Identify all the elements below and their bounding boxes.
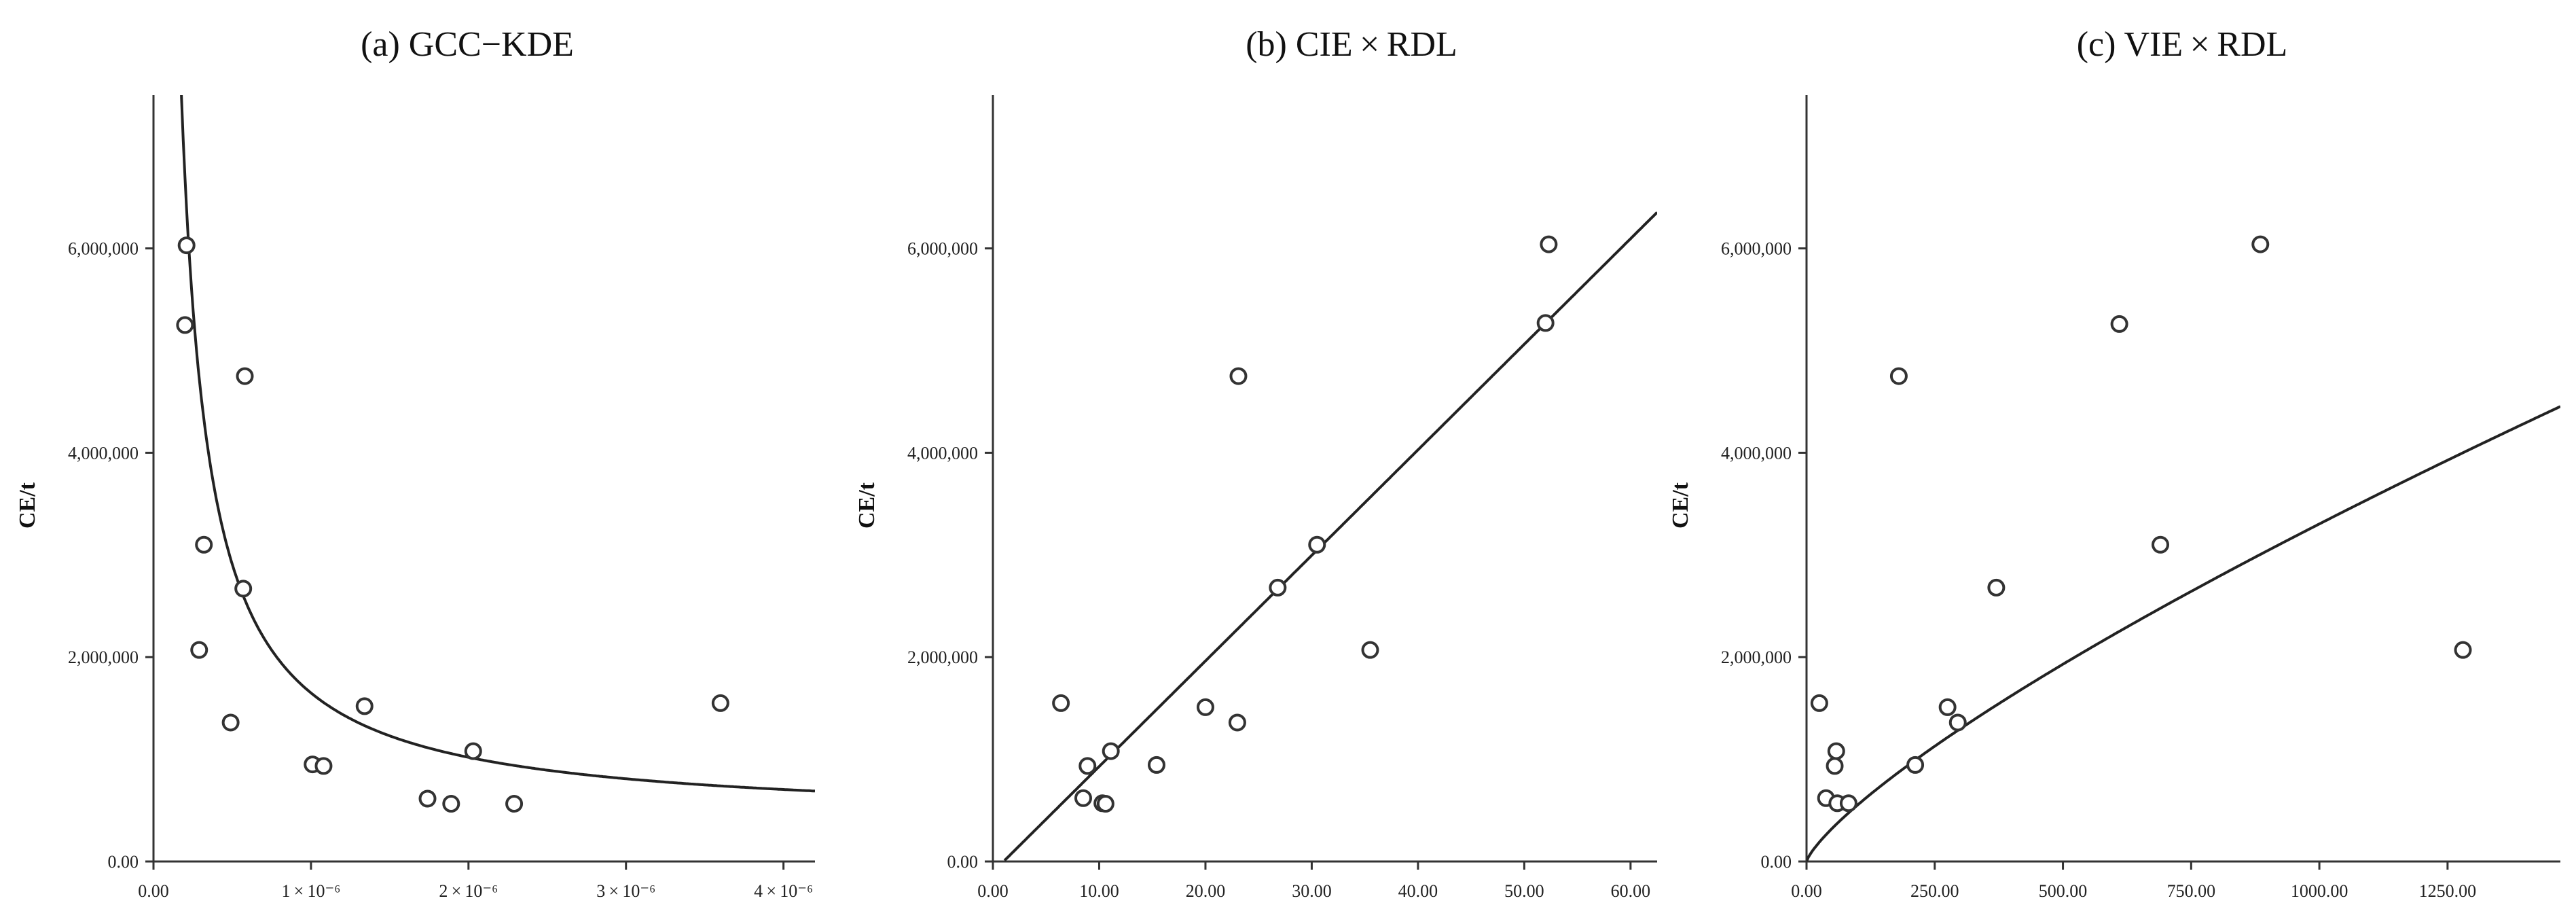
x-tick-label: 60.00 xyxy=(1611,881,1651,901)
y-tick-label: 2,000,000 xyxy=(907,647,978,667)
data-point xyxy=(1147,756,1165,774)
data-point xyxy=(442,795,460,813)
x-tick-label: 1 × 10⁻⁶ xyxy=(281,881,340,901)
fit-line xyxy=(180,95,815,793)
y-tick-label: 0.00 xyxy=(108,852,139,872)
data-point xyxy=(236,367,254,385)
data-point xyxy=(1536,314,1555,332)
x-tick-label: 2 × 10⁻⁶ xyxy=(439,881,498,901)
data-point xyxy=(1074,789,1093,807)
chart-panel-1: (a) GCC−KDE 0.00 2,000,000 4,000,000 6,000,0… xyxy=(15,25,815,901)
data-point xyxy=(176,316,194,334)
data-point xyxy=(1078,757,1097,775)
data-point xyxy=(221,713,240,732)
data-point xyxy=(1826,757,1844,775)
data-point xyxy=(711,694,729,712)
chart-panel-3: (c) VIE × RDL 0.00 2,000,000 4,000,000 6,000… xyxy=(1668,25,2560,901)
x-tick-label: 0.00 xyxy=(1791,881,1822,901)
y-tick-label: 6,000,000 xyxy=(907,239,978,259)
data-point xyxy=(2454,641,2472,659)
data-point xyxy=(1906,756,1925,774)
y-axis-label: CE/t xyxy=(1668,482,1693,529)
data-point xyxy=(234,580,253,598)
data-point xyxy=(195,535,213,554)
data-point xyxy=(1102,742,1120,760)
x-tick-label: 250.00 xyxy=(1910,881,1959,901)
x-tick-label: 3 × 10⁻⁶ xyxy=(596,881,655,901)
y-tick-label: 4,000,000 xyxy=(1721,443,1792,463)
data-point xyxy=(505,795,524,813)
data-point xyxy=(1052,694,1070,712)
data-point xyxy=(1361,641,1379,659)
data-point xyxy=(2152,535,2170,554)
y-axis-label: CE/t xyxy=(15,482,40,529)
data-point xyxy=(1269,578,1287,597)
data-point xyxy=(464,742,482,760)
data-point xyxy=(1229,367,1248,385)
data-point xyxy=(418,789,437,808)
data-point xyxy=(1540,235,1558,253)
y-tick-label: 6,000,000 xyxy=(1721,239,1792,259)
y-tick-label: 2,000,000 xyxy=(68,647,139,667)
x-tick-label: 0.00 xyxy=(977,881,1009,901)
y-tick-label: 0.00 xyxy=(1761,852,1792,872)
data-point xyxy=(1096,795,1114,813)
y-axis-label: CE/t xyxy=(854,482,879,529)
x-tick-label: 40.00 xyxy=(1398,881,1438,901)
chart-panel-2: (b) CIE × RDL 0.00 2,000,000 4,000,000 6,000… xyxy=(854,25,1657,901)
y-tick-label: 4,000,000 xyxy=(907,443,978,463)
x-tick-label: 30.00 xyxy=(1292,881,1332,901)
data-point xyxy=(1196,698,1214,716)
x-tick-label: 20.00 xyxy=(1186,881,1226,901)
data-point xyxy=(355,697,374,715)
y-tick-label: 2,000,000 xyxy=(1721,647,1792,667)
data-point xyxy=(190,641,208,659)
x-tick-label: 0.00 xyxy=(138,881,169,901)
data-point xyxy=(1987,578,2006,597)
chart-title: (b) CIE × RDL xyxy=(1246,25,1457,64)
chart-title: (a) GCC−KDE xyxy=(361,25,574,64)
data-point xyxy=(1827,742,1845,760)
y-tick-label: 6,000,000 xyxy=(68,239,139,259)
x-tick-label: 750.00 xyxy=(2167,881,2216,901)
y-tick-label: 4,000,000 xyxy=(68,443,139,463)
x-tick-label: 1000.00 xyxy=(2291,881,2348,901)
x-tick-label: 4 × 10⁻⁶ xyxy=(754,881,813,901)
data-point xyxy=(1889,367,1908,385)
data-point xyxy=(2251,235,2270,253)
chart-title: (c) VIE × RDL xyxy=(2077,25,2288,64)
x-tick-label: 1250.00 xyxy=(2419,881,2477,901)
data-point xyxy=(1228,713,1246,732)
data-point xyxy=(1938,698,1957,716)
data-point xyxy=(177,236,196,255)
x-tick-label: 10.00 xyxy=(1079,881,1119,901)
data-point xyxy=(1948,713,1967,732)
data-point xyxy=(1810,694,1828,712)
y-tick-label: 0.00 xyxy=(947,852,979,872)
fit-line xyxy=(1807,405,2560,861)
x-tick-label: 50.00 xyxy=(1504,881,1544,901)
x-tick-label: 500.00 xyxy=(2039,881,2088,901)
data-point xyxy=(314,757,333,775)
data-point xyxy=(1308,535,1326,554)
fit-line xyxy=(1003,211,1657,861)
data-point xyxy=(2110,315,2128,333)
data-point xyxy=(1839,794,1857,813)
